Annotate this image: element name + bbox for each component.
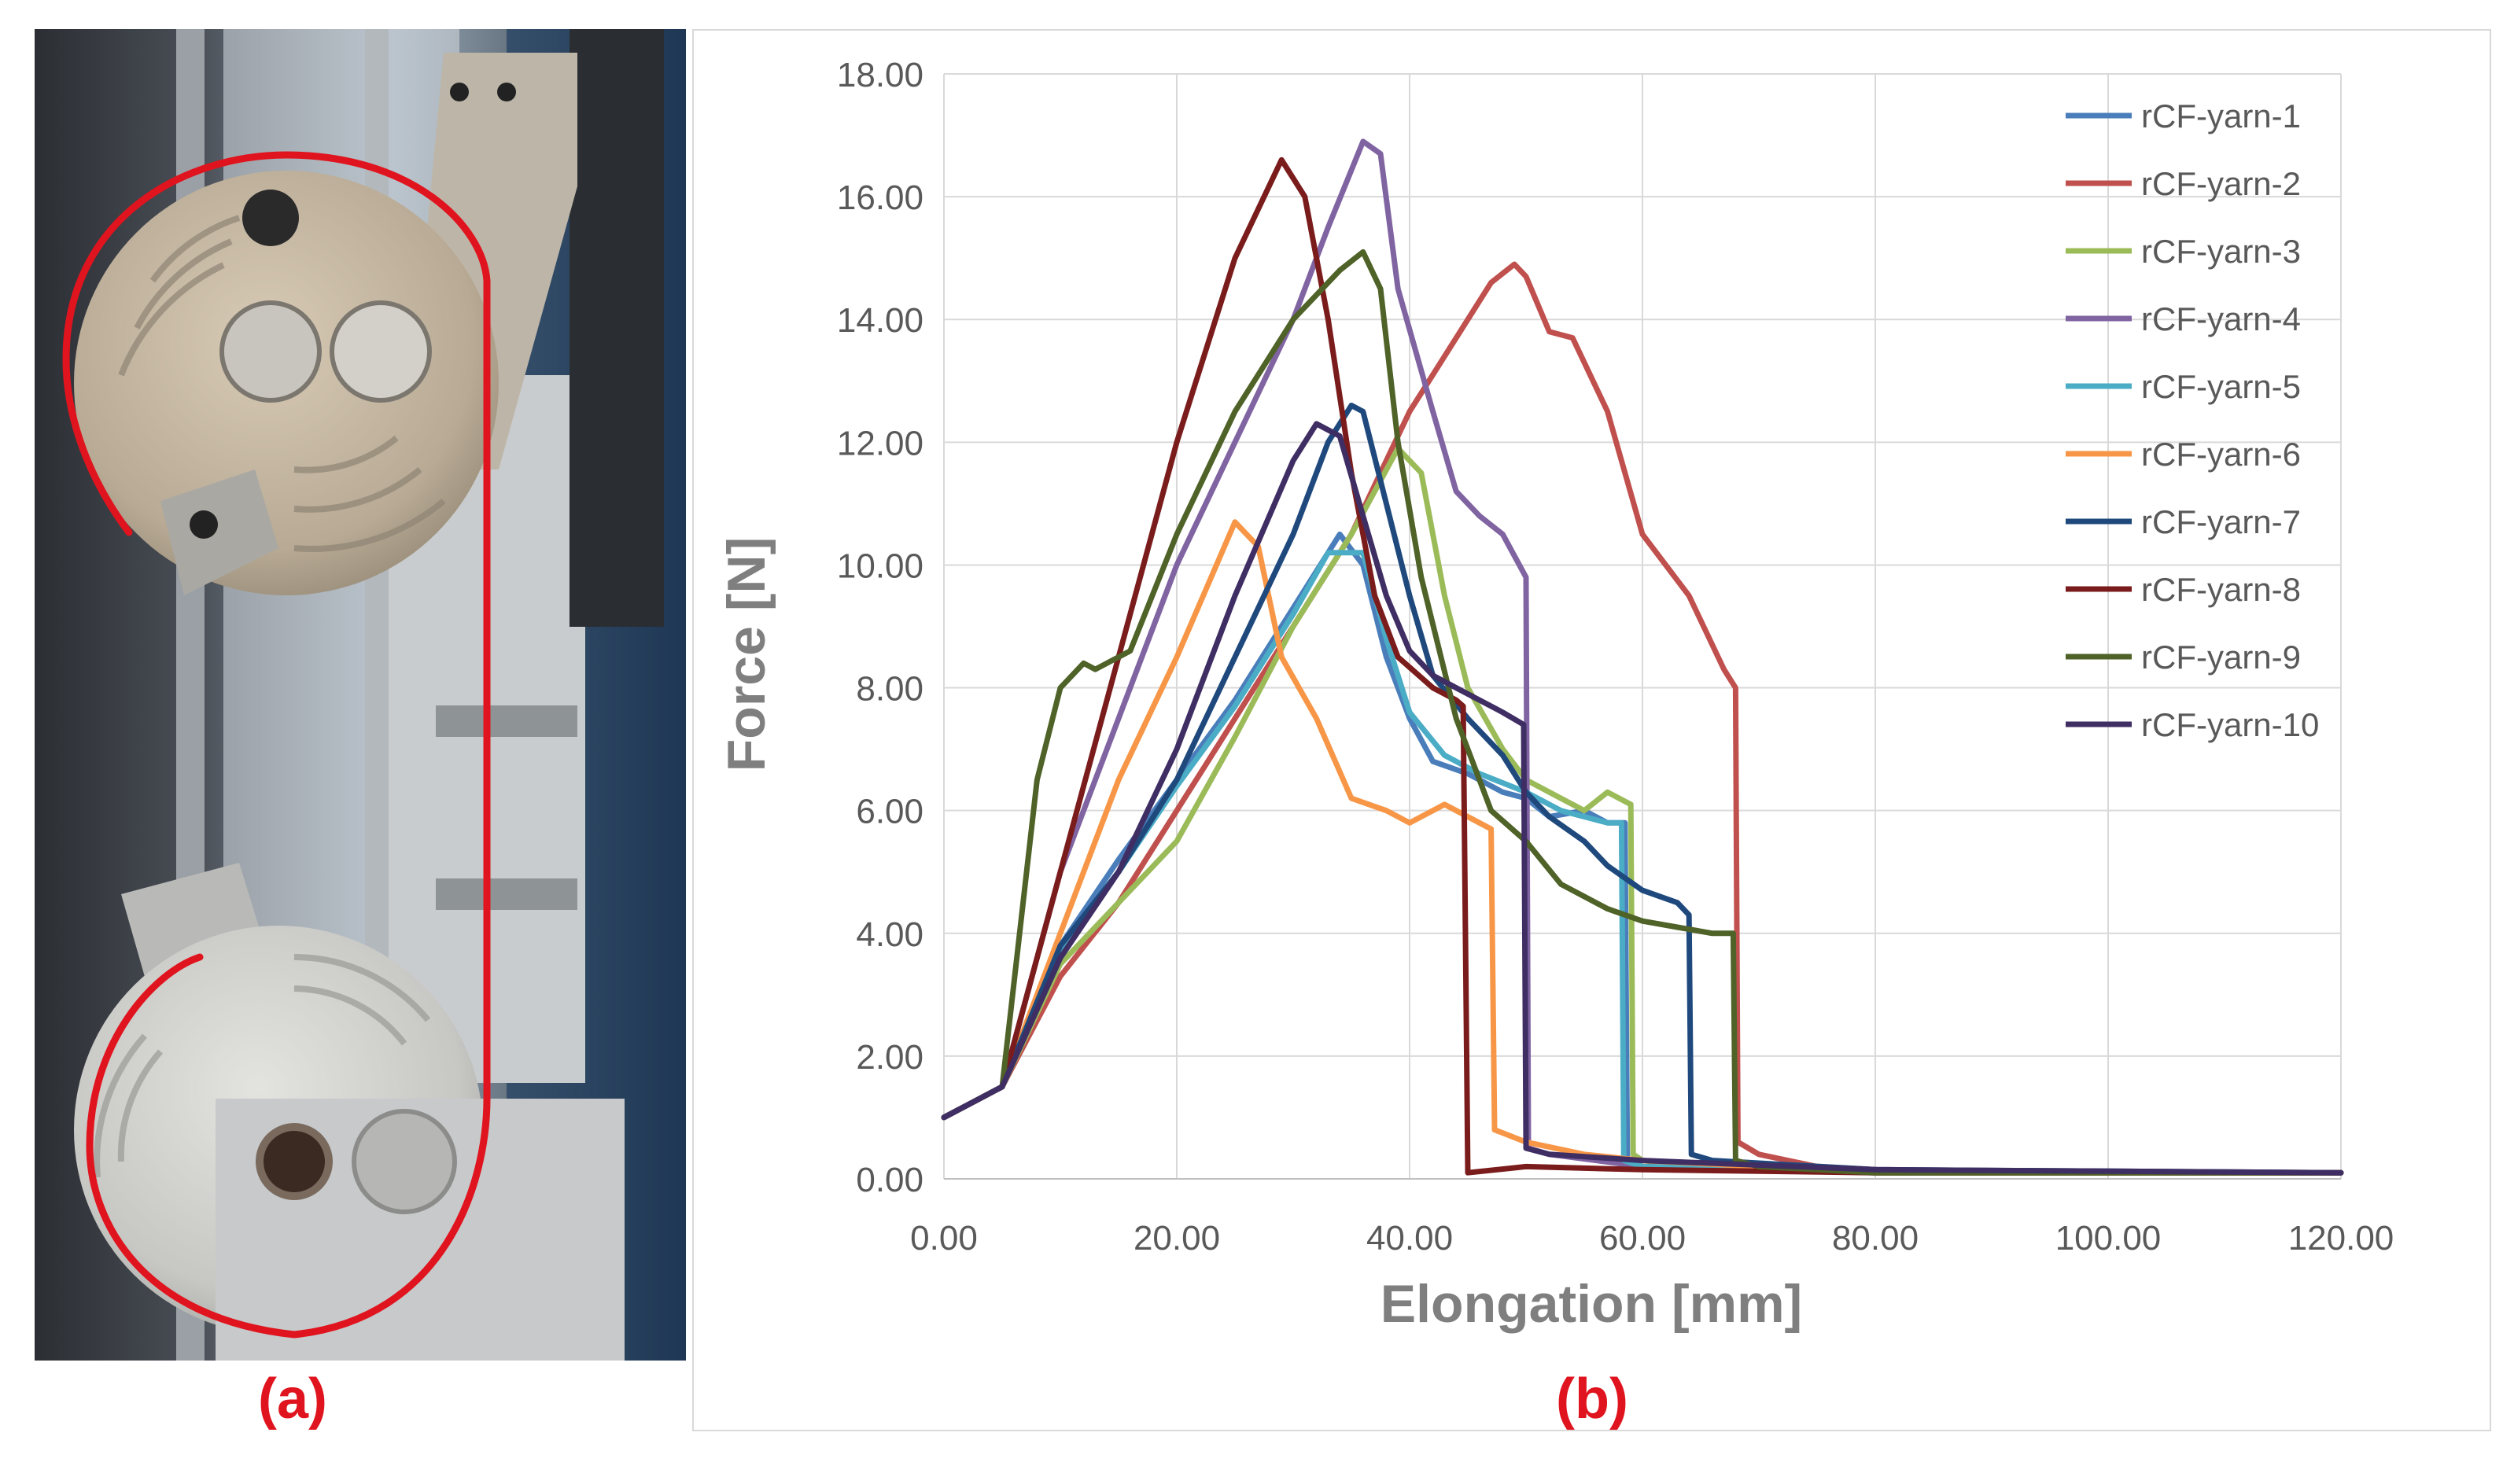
y-tick-label: 18.00 <box>837 56 923 94</box>
x-tick-label: 40.00 <box>1366 1219 1453 1258</box>
legend: rCF-yarn-1 rCF-yarn-2 rCF-yarn-3 rCF-yarn-4… <box>2066 98 2319 743</box>
panel-label-a: (a) <box>258 1368 327 1431</box>
x-tick-label: 80.00 <box>1832 1219 1919 1258</box>
x-tick-label: 20.00 <box>1134 1219 1220 1258</box>
yarn-path-outline <box>62 151 491 1339</box>
y-tick-label: 16.00 <box>837 179 923 217</box>
fixture-photo-drawing <box>35 29 686 1361</box>
panel-label-b: (b) <box>1556 1368 1628 1431</box>
series-line-rcf-yarn-10 <box>941 421 2344 1176</box>
x-axis-label: Elongation [mm] <box>1381 1274 1802 1334</box>
y-axis-label: Force [N] <box>717 537 776 771</box>
x-tick-label: 100.00 <box>2055 1219 2162 1258</box>
x-tick-label: 60.00 <box>1599 1219 1686 1258</box>
x-tick-label: 120.00 <box>2288 1219 2394 1258</box>
series-lines <box>941 138 2344 1176</box>
legend-entry-label: rCF-yarn-2 <box>2141 165 2301 202</box>
series-line-rcf-yarn-6 <box>941 519 2344 1176</box>
legend-entry-label: rCF-yarn-9 <box>2141 639 2301 676</box>
legend-entry-label: rCF-yarn-6 <box>2141 436 2301 473</box>
legend-entry-label: rCF-yarn-10 <box>2141 706 2319 743</box>
fixture-photo <box>35 29 686 1361</box>
y-tick-label: 2.00 <box>856 1038 923 1077</box>
y-tick-label: 12.00 <box>837 424 923 462</box>
y-tick-label: 4.00 <box>856 915 923 954</box>
legend-entry-label: rCF-yarn-8 <box>2141 571 2301 608</box>
y-tick-label: 10.00 <box>837 547 923 585</box>
chart-panel: 0.00 2.00 4.00 6.00 8.00 10.00 12.00 14.00 16.00… <box>692 29 2491 1431</box>
series-line-rcf-yarn-3 <box>941 445 2344 1176</box>
legend-entry-label: rCF-yarn-3 <box>2141 233 2301 270</box>
legend-entry-label: rCF-yarn-4 <box>2141 300 2301 337</box>
legend-entry-label: rCF-yarn-1 <box>2141 98 2301 134</box>
legend-entry-label: rCF-yarn-5 <box>2141 368 2301 405</box>
series-line-rcf-yarn-8 <box>941 157 2344 1176</box>
y-tick-label: 14.00 <box>837 301 923 340</box>
y-tick-label: 6.00 <box>856 793 923 831</box>
y-tick-label: 0.00 <box>856 1161 923 1199</box>
legend-entry-label: rCF-yarn-7 <box>2141 503 2301 540</box>
force-elongation-chart: 0.00 2.00 4.00 6.00 8.00 10.00 12.00 14.00 16.00… <box>717 56 2394 1334</box>
series-line-rcf-yarn-9 <box>941 249 2344 1176</box>
axes: 0.00 2.00 4.00 6.00 8.00 10.00 12.00 14.00 16.00… <box>837 56 2394 1258</box>
y-tick-label: 8.00 <box>856 670 923 709</box>
x-tick-label: 0.00 <box>910 1219 978 1258</box>
